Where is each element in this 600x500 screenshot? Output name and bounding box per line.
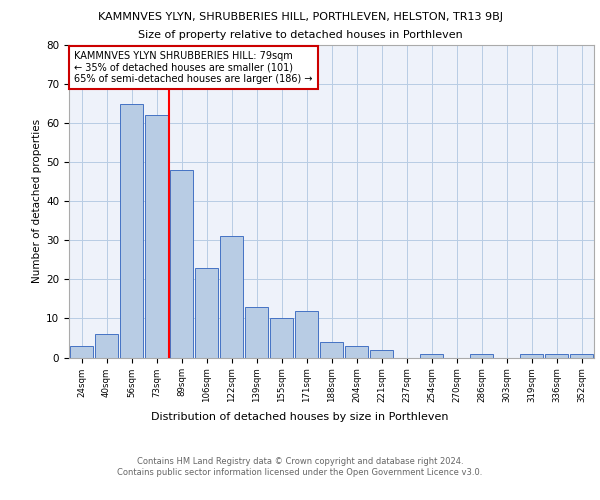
Bar [269, 318, 293, 358]
Bar [170, 170, 193, 358]
Bar [70, 346, 94, 358]
Text: Distribution of detached houses by size in Porthleven: Distribution of detached houses by size … [151, 412, 449, 422]
Bar [95, 334, 118, 357]
Bar [194, 268, 218, 358]
Bar [470, 354, 493, 358]
Text: KAMMNVES YLYN, SHRUBBERIES HILL, PORTHLEVEN, HELSTON, TR13 9BJ: KAMMNVES YLYN, SHRUBBERIES HILL, PORTHLE… [97, 12, 503, 22]
Bar [245, 306, 268, 358]
Bar [569, 354, 593, 358]
Bar [295, 310, 319, 358]
Text: KAMMNVES YLYN SHRUBBERIES HILL: 79sqm
← 35% of detached houses are smaller (101): KAMMNVES YLYN SHRUBBERIES HILL: 79sqm ← … [74, 52, 313, 84]
Bar [119, 104, 143, 358]
Bar [344, 346, 368, 358]
Bar [220, 236, 244, 358]
Bar [520, 354, 544, 358]
Bar [419, 354, 443, 358]
Bar [370, 350, 394, 358]
Text: Contains HM Land Registry data © Crown copyright and database right 2024.
Contai: Contains HM Land Registry data © Crown c… [118, 458, 482, 477]
Text: Size of property relative to detached houses in Porthleven: Size of property relative to detached ho… [137, 30, 463, 40]
Bar [545, 354, 568, 358]
Bar [145, 116, 169, 358]
Bar [320, 342, 343, 357]
Y-axis label: Number of detached properties: Number of detached properties [32, 119, 42, 284]
